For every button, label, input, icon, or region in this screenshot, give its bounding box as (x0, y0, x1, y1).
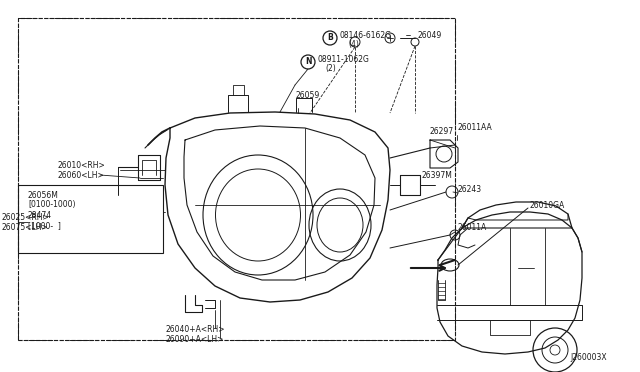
Bar (18, 185, 163, 253)
Text: 08911-1062G: 08911-1062G (318, 55, 370, 64)
Text: 26243: 26243 (458, 186, 482, 195)
Text: (4): (4) (348, 39, 359, 48)
Text: 26010<RH>: 26010<RH> (58, 160, 106, 170)
Text: 28474: 28474 (28, 212, 52, 221)
Text: 26011AA: 26011AA (457, 124, 492, 132)
Text: N: N (305, 58, 311, 67)
Bar (18, 18, 455, 340)
Text: [1000-  ]: [1000- ] (28, 221, 61, 231)
Text: 08146-6162G: 08146-6162G (340, 31, 392, 39)
Text: 26040+A<RH>: 26040+A<RH> (165, 326, 225, 334)
Text: 26090+A<LH>: 26090+A<LH> (165, 336, 223, 344)
Text: (2): (2) (325, 64, 336, 74)
Text: J260003X: J260003X (570, 353, 607, 362)
Text: 26049: 26049 (418, 31, 442, 39)
Text: 26011A: 26011A (458, 224, 487, 232)
Text: 26397M: 26397M (422, 170, 453, 180)
Text: B: B (327, 33, 333, 42)
Text: [0100-1000): [0100-1000) (28, 201, 76, 209)
Text: 26297: 26297 (430, 128, 454, 137)
Text: 26060<LH>: 26060<LH> (58, 170, 105, 180)
Text: 26010GA: 26010GA (530, 201, 565, 209)
Text: 26059: 26059 (295, 90, 319, 99)
Text: 26075<LH>: 26075<LH> (2, 224, 49, 232)
Text: 26025<RH>: 26025<RH> (2, 214, 50, 222)
Text: 26056M: 26056M (28, 190, 59, 199)
